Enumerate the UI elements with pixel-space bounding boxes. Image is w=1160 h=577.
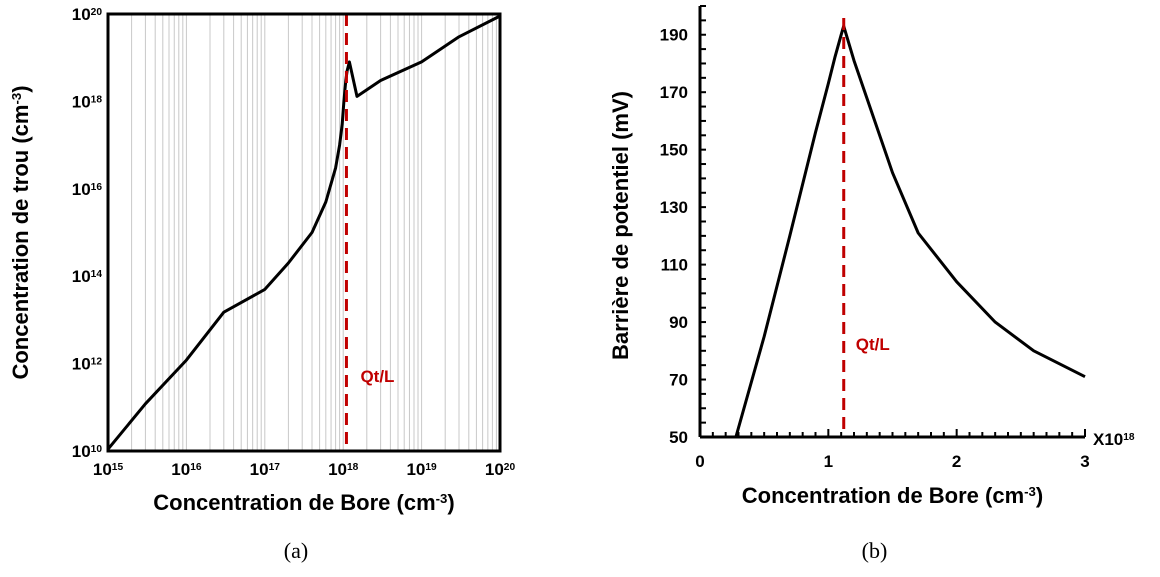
panel-a-y-tick-label: 1020	[72, 5, 103, 24]
panel-b-y-tick-label: 130	[660, 198, 688, 217]
panel-a-x-tick-label: 1015	[93, 460, 124, 479]
panel-b-x-tick-label: 3	[1080, 452, 1089, 471]
panel-a-x-tick-label: 1016	[171, 460, 202, 479]
panel-b-y-tick-label: 150	[660, 141, 688, 160]
panel-a-y-tick-label: 1012	[72, 355, 103, 374]
panel-b-chart: 0 1 2 3 50 70 90 110 130 150 170 190 Qt/L X1018 Con…	[608, 5, 1135, 563]
panel-a-grid	[107, 14, 497, 451]
panel-a-x-tick-label: 1018	[328, 460, 359, 479]
panel-a-y-tick-label: 1016	[72, 180, 103, 199]
panel-b-y-tick-label: 110	[661, 256, 688, 275]
panel-b-ticks: 0 1 2 3 50 70 90 110 130 150 170 190	[660, 26, 1090, 471]
panel-b-y-tick-label: 190	[660, 26, 688, 45]
panel-a-x-axis-label: Concentration de Bore (cm-3)	[153, 490, 454, 515]
panel-a-x-tick-label: 1017	[250, 460, 281, 479]
panel-b-y-tick-label: 90	[669, 313, 688, 332]
panel-a-y-tick-label: 1010	[72, 442, 103, 461]
panel-b-x-tick-label: 1	[824, 452, 833, 471]
panel-a-ticks: 1015 1016 1017 1018 1019 1020 1010 1012 1014 1016…	[72, 5, 516, 479]
panel-b-axes	[698, 5, 1086, 439]
panel-b-y-tick-label: 70	[669, 371, 688, 390]
panel-b-series-line	[734, 24, 1086, 438]
panel-a-plot-frame	[106, 12, 502, 453]
panel-a-y-axis-label: Concentration de trou (cm-3)	[8, 85, 33, 379]
panel-a-x-tick-label: 1020	[485, 460, 516, 479]
panel-b-caption: (b)	[862, 538, 888, 563]
panel-b-x-tick-label: 0	[695, 452, 704, 471]
panel-b-x-axis-label: Concentration de Bore (cm-3)	[742, 483, 1043, 508]
panel-b-y-tick-label: 170	[660, 83, 688, 102]
panel-a-series-line	[106, 14, 501, 451]
panel-a-y-tick-label: 1018	[72, 92, 103, 111]
panel-b-qt-label: Qt/L	[856, 335, 890, 354]
panel-a-chart: 1015 1016 1017 1018 1019 1020 1010 1012 1014 1016…	[8, 5, 515, 563]
panel-b-y-axis-label: Barrière de potentiel (mV)	[608, 91, 633, 360]
panel-a-y-tick-label: 1014	[72, 267, 103, 286]
panel-b-y-tick-label: 50	[669, 428, 688, 447]
panel-b-series	[734, 24, 1086, 438]
panel-b-x-tick-label: 2	[952, 452, 961, 471]
panel-a-qt-label: Qt/L	[360, 367, 394, 386]
panel-a-x-tick-label: 1019	[406, 460, 437, 479]
panel-a-series	[106, 14, 501, 451]
panel-b-x-multiplier: X1018	[1093, 430, 1135, 449]
panel-a-caption: (a)	[284, 538, 308, 563]
